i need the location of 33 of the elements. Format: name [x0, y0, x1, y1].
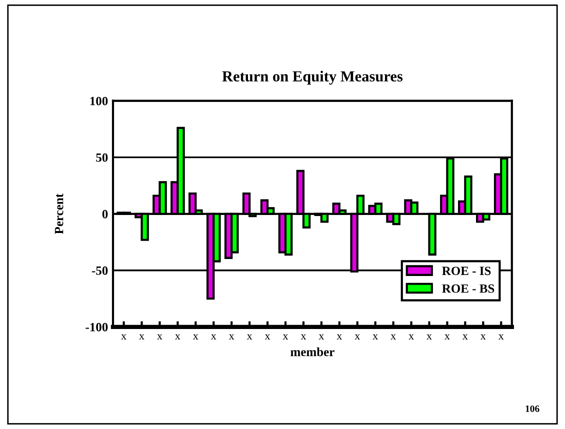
x-tick-label: x: [139, 334, 144, 340]
x-tick-label: x: [444, 334, 450, 340]
legend-label: ROE - BS: [442, 284, 494, 293]
x-tick-label: x: [300, 334, 306, 340]
legend-label: ROE - IS: [442, 266, 491, 276]
y-tick-label: -50: [92, 266, 108, 275]
x-tick-label: x: [426, 334, 432, 340]
x-tick-label: x: [336, 334, 342, 340]
text: 106: [526, 405, 540, 412]
y-tick-label: 100: [90, 96, 108, 106]
x-tick-label: x: [318, 334, 324, 340]
x-tick-label: x: [157, 334, 162, 340]
x-tick-label: x: [480, 334, 486, 340]
x-tick-label: x: [408, 334, 414, 340]
x-tick-label: x: [462, 334, 468, 340]
y-axis-title: Percent: [54, 194, 64, 234]
x-tick-label: x: [282, 334, 288, 340]
y-tick-label: 0: [102, 210, 108, 218]
y-tick-label: 50: [96, 153, 108, 162]
x-tick-label: x: [264, 334, 270, 340]
x-tick-label: x: [354, 334, 360, 340]
chart-title: Return on Equity Measures: [222, 70, 403, 85]
x-tick-label: x: [121, 334, 126, 340]
x-tick-label: x: [498, 334, 504, 340]
x-tick-label: x: [192, 334, 198, 340]
x-axis-title: member: [290, 347, 334, 356]
x-tick-label: x: [228, 334, 234, 340]
x-tick-label: x: [175, 334, 180, 340]
x-tick-label: x: [210, 334, 216, 340]
x-tick-label: x: [372, 334, 378, 340]
x-tick-label: x: [390, 334, 396, 340]
y-tick-label: -100: [86, 322, 108, 332]
x-tick-label: x: [246, 334, 252, 340]
